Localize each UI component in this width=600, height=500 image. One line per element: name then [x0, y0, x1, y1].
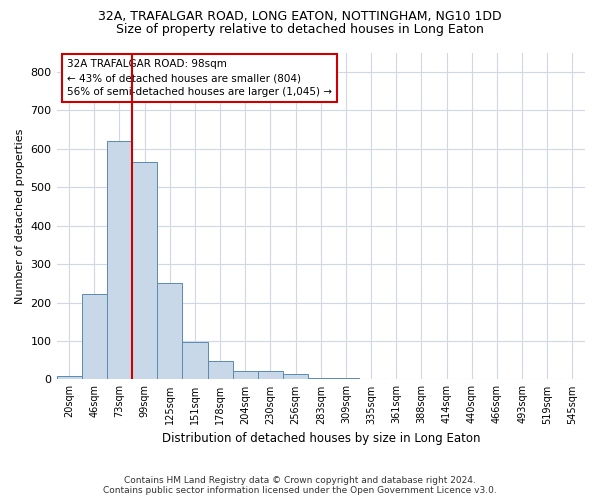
Text: 32A, TRAFALGAR ROAD, LONG EATON, NOTTINGHAM, NG10 1DD: 32A, TRAFALGAR ROAD, LONG EATON, NOTTING…: [98, 10, 502, 23]
Bar: [208, 361, 233, 380]
Bar: [107, 142, 132, 380]
Bar: [359, 378, 383, 380]
Text: Contains HM Land Registry data © Crown copyright and database right 2024.
Contai: Contains HM Land Registry data © Crown c…: [103, 476, 497, 495]
Bar: [308, 378, 334, 380]
Bar: [132, 162, 157, 380]
Bar: [283, 374, 308, 380]
Bar: [82, 294, 107, 380]
Text: Size of property relative to detached houses in Long Eaton: Size of property relative to detached ho…: [116, 22, 484, 36]
X-axis label: Distribution of detached houses by size in Long Eaton: Distribution of detached houses by size …: [161, 432, 480, 445]
Bar: [334, 378, 359, 380]
Y-axis label: Number of detached properties: Number of detached properties: [15, 128, 25, 304]
Bar: [157, 284, 182, 380]
Bar: [233, 371, 258, 380]
Bar: [258, 371, 283, 380]
Text: 32A TRAFALGAR ROAD: 98sqm
← 43% of detached houses are smaller (804)
56% of semi: 32A TRAFALGAR ROAD: 98sqm ← 43% of detac…: [67, 59, 332, 97]
Bar: [182, 342, 208, 380]
Bar: [56, 376, 82, 380]
